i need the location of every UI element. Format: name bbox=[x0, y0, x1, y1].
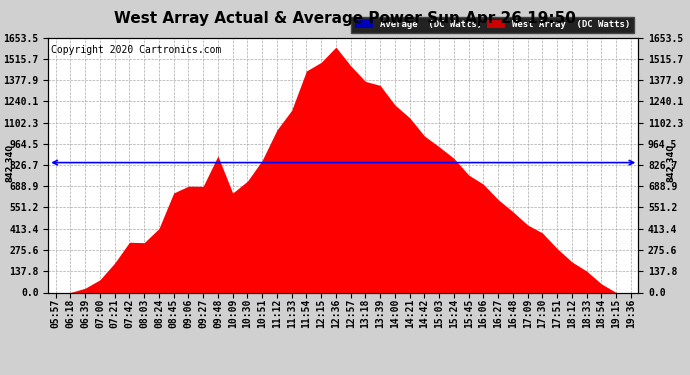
Text: West Array Actual & Average Power Sun Apr 26 19:50: West Array Actual & Average Power Sun Ap… bbox=[114, 11, 576, 26]
Text: 842.340: 842.340 bbox=[6, 144, 14, 182]
Legend: Average  (DC Watts), West Array  (DC Watts): Average (DC Watts), West Array (DC Watts… bbox=[351, 16, 633, 33]
Text: 842.340: 842.340 bbox=[667, 144, 676, 182]
Text: Copyright 2020 Cartronics.com: Copyright 2020 Cartronics.com bbox=[51, 45, 221, 55]
